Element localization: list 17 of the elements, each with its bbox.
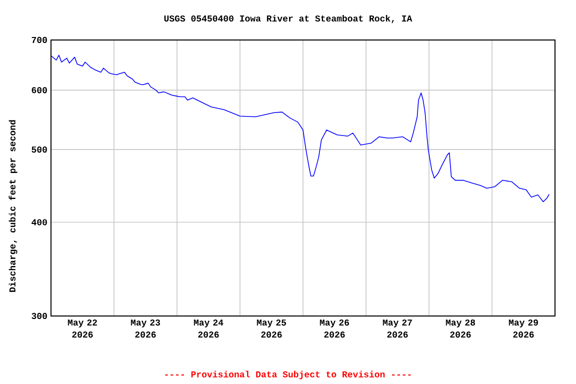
y-axis-title: Discharge, cubic feet per second: [8, 120, 18, 292]
x-tick-label: May 22 2026: [68, 320, 97, 338]
y-tick-label: 700: [32, 36, 47, 44]
line-series: [51, 54, 550, 202]
chart-title: USGS 05450400 Iowa River at Steamboat Rock, IA: [164, 14, 412, 24]
x-tick-label: May 29 2026: [508, 320, 538, 338]
y-tick-label: 400: [32, 219, 47, 226]
x-tick-label: May 24 2026: [194, 320, 224, 338]
text: ---- Provisional Data Subject to Revision ----: [165, 370, 411, 380]
y-tick-label: 500: [32, 146, 47, 153]
y-tick-label: 600: [32, 87, 47, 94]
x-tick-label: May 23 2026: [130, 320, 160, 338]
x-tick-label: May 28 2026: [446, 320, 476, 338]
x-tick-label: May 25 2026: [256, 320, 286, 338]
x-tick-label: May 26 2026: [320, 320, 350, 338]
x-tick-label: May 27 2026: [382, 320, 412, 338]
y-tick-label: 300: [32, 312, 47, 320]
